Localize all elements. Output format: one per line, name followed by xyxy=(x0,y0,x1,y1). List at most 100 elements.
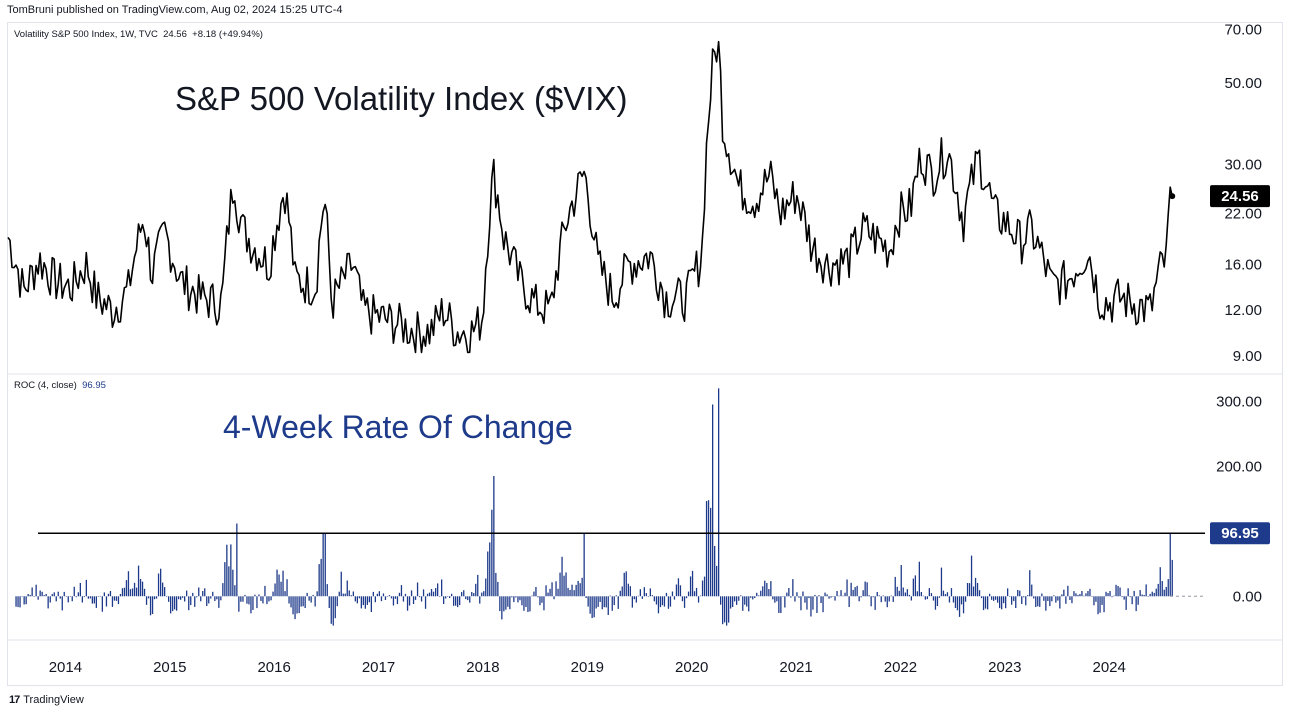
roc-bar xyxy=(414,596,417,600)
roc-bar xyxy=(942,590,945,597)
roc-bar xyxy=(1153,592,1155,597)
roc-bar xyxy=(1063,589,1065,597)
roc-bar xyxy=(386,596,389,597)
roc-bar xyxy=(432,591,435,597)
roc-bar xyxy=(151,596,154,614)
time-axis-tick: 2017 xyxy=(362,659,395,676)
roc-bar xyxy=(523,596,525,611)
roc-bar xyxy=(216,596,218,600)
roc-bar xyxy=(340,571,342,597)
roc-bar xyxy=(184,596,186,602)
roc-bar xyxy=(264,585,266,597)
roc-bar xyxy=(248,596,250,605)
vix-y-tick: 12.00 xyxy=(1224,302,1262,319)
roc-bar xyxy=(671,591,674,597)
roc-legend[interactable]: ROC (4, close) 96.95 xyxy=(14,380,106,391)
roc-bar xyxy=(716,565,718,597)
roc-bar xyxy=(254,594,256,597)
roc-bar xyxy=(1017,590,1019,597)
roc-bar xyxy=(55,596,57,602)
roc-bar xyxy=(396,596,399,605)
roc-bar xyxy=(645,593,647,597)
roc-bar xyxy=(543,596,545,611)
roc-bar xyxy=(1155,588,1157,597)
roc-bar xyxy=(501,596,503,620)
roc-bar xyxy=(505,596,507,610)
roc-bar xyxy=(79,582,81,597)
roc-bar xyxy=(936,596,939,606)
roc-bar xyxy=(1159,567,1161,597)
roc-bar xyxy=(593,596,595,618)
roc-bar xyxy=(589,596,591,614)
roc-bar xyxy=(898,590,900,597)
roc-bar xyxy=(67,596,69,603)
time-axis-tick: 2014 xyxy=(49,659,82,676)
roc-bar xyxy=(621,586,623,597)
roc-bar xyxy=(701,580,704,597)
roc-bar xyxy=(180,596,182,600)
roc-bar xyxy=(424,596,427,609)
roc-bar xyxy=(892,596,894,602)
time-axis-tick: 2022 xyxy=(884,659,917,676)
roc-bar xyxy=(73,586,75,597)
roc-bar xyxy=(428,592,431,597)
roc-bar xyxy=(332,596,334,626)
roc-bar xyxy=(350,595,352,597)
roc-bar xyxy=(521,596,523,606)
roc-bar xyxy=(818,595,820,597)
roc-bar xyxy=(1171,559,1173,597)
roc-bar xyxy=(794,596,796,602)
roc-bar xyxy=(85,579,87,597)
roc-bar xyxy=(850,582,852,597)
roc-bar xyxy=(443,596,445,604)
roc-bar xyxy=(294,596,296,620)
roc-bar xyxy=(557,588,559,597)
roc-bar xyxy=(328,596,330,608)
roc-bar xyxy=(1123,596,1125,600)
roc-bar xyxy=(37,596,39,600)
roc-bar xyxy=(298,596,300,614)
roc-bar xyxy=(166,596,168,597)
roc-bar xyxy=(101,596,103,612)
roc-bar xyxy=(750,596,752,598)
roc-bar xyxy=(972,586,975,597)
roc-bar xyxy=(1025,596,1027,606)
roc-bar xyxy=(344,593,346,597)
roc-bar xyxy=(362,596,364,606)
time-axis-tick: 2020 xyxy=(675,659,708,676)
roc-bar xyxy=(722,596,724,625)
roc-bar xyxy=(710,507,712,597)
roc-bar xyxy=(21,596,23,597)
roc-bar xyxy=(402,596,405,602)
roc-bar xyxy=(398,592,401,597)
roc-bar xyxy=(256,596,258,609)
roc-bar xyxy=(127,571,130,597)
roc-bar xyxy=(370,596,372,612)
roc-bar xyxy=(860,596,862,598)
roc-bar xyxy=(1051,596,1053,602)
roc-bar xyxy=(617,596,619,609)
tradingview-logo[interactable]: 17 TradingView xyxy=(9,694,84,706)
vix-legend-label: Volatility S&P 500 Index, 1W, TVC xyxy=(14,29,158,40)
roc-bar xyxy=(172,596,174,612)
roc-bar xyxy=(940,567,943,597)
roc-bar xyxy=(374,596,376,603)
roc-bar xyxy=(270,596,272,601)
roc-bar xyxy=(469,596,471,603)
roc-bar xyxy=(312,594,314,597)
roc-bar xyxy=(691,570,694,597)
roc-bar xyxy=(679,585,682,597)
roc-bar xyxy=(846,579,848,597)
vix-legend[interactable]: Volatility S&P 500 Index, 1W, TVC 24.56 … xyxy=(14,29,263,40)
roc-bar xyxy=(290,596,292,608)
roc-bar xyxy=(274,583,276,597)
roc-bar xyxy=(870,596,872,607)
time-axis-tick: 2015 xyxy=(153,659,186,676)
roc-bar xyxy=(980,596,983,599)
roc-bar xyxy=(1005,596,1007,609)
roc-bar xyxy=(954,596,957,608)
roc-bar xyxy=(623,572,625,597)
roc-bar xyxy=(637,595,639,597)
roc-bar xyxy=(236,523,238,597)
